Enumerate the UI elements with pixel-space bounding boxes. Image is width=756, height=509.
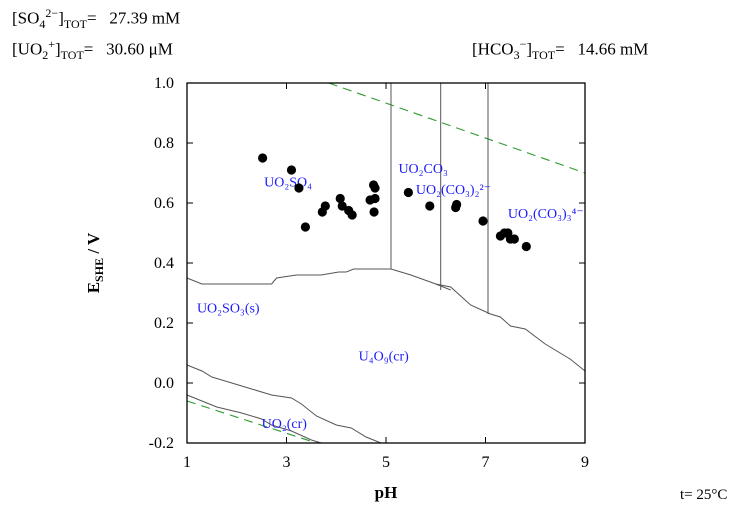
species-label: UO₂(cr) bbox=[262, 417, 308, 432]
species-label: UO₂CO₃ bbox=[398, 162, 448, 177]
y-tick-label: -0.2 bbox=[149, 435, 174, 452]
x-tick-label: 7 bbox=[482, 454, 490, 471]
data-point bbox=[286, 165, 297, 175]
boundary-line-0 bbox=[186, 268, 586, 372]
data-point bbox=[369, 207, 379, 217]
species-label: UO₂SO₄ bbox=[264, 176, 312, 191]
water-stability-lines bbox=[186, 82, 586, 444]
species-label: UO₂(CO₃)₂²⁻ bbox=[416, 183, 491, 198]
y-axis-label: ESHE / V bbox=[84, 232, 106, 293]
data-point bbox=[347, 210, 357, 220]
data-point bbox=[335, 193, 345, 204]
data-point bbox=[370, 193, 380, 204]
x-tick-label: 5 bbox=[382, 454, 390, 471]
boundary-line-6 bbox=[435, 283, 451, 291]
data-point bbox=[258, 153, 268, 163]
sulfate-total-value: 27.39 mM bbox=[109, 8, 181, 28]
data-point bbox=[370, 183, 380, 193]
x-tick-label: 9 bbox=[581, 454, 589, 471]
bicarbonate-total-readout: [HCO3−]TOT= 14.66 mM bbox=[472, 37, 649, 63]
plot-frame bbox=[186, 82, 586, 444]
y-tick-label: 0.6 bbox=[154, 195, 174, 212]
species-label: UO₂(CO₃)₃⁴⁻ bbox=[508, 207, 584, 222]
data-point bbox=[300, 222, 311, 232]
data-point bbox=[478, 216, 488, 226]
sulfate-total-readout: [SO42−]TOT= 27.39 mM bbox=[12, 6, 181, 32]
y-tick-label: 0.0 bbox=[154, 375, 174, 392]
predominance-boundaries bbox=[186, 83, 586, 444]
data-point bbox=[521, 241, 531, 252]
bicarbonate-total-value: 14.66 mM bbox=[577, 39, 649, 59]
x-axis-label: pH bbox=[375, 483, 398, 502]
y-tick-label: 0.2 bbox=[154, 315, 174, 332]
data-point bbox=[320, 201, 330, 211]
temperature-readout: t= 25°C bbox=[680, 487, 728, 503]
x-tick-label: 3 bbox=[283, 454, 291, 471]
boundary-line-1 bbox=[186, 364, 382, 444]
axis-ticks: 1 3 5 7 9 -0.2 0.0 0.2 0.4 0.6 0.8 1.0 bbox=[149, 75, 589, 471]
water-line-0 bbox=[328, 82, 586, 174]
data-points bbox=[258, 153, 531, 252]
data-point bbox=[403, 187, 413, 198]
y-tick-label: 0.4 bbox=[154, 255, 174, 272]
data-point bbox=[452, 199, 462, 210]
data-point bbox=[294, 183, 304, 193]
svg-text:ESHE / V: ESHE / V bbox=[84, 232, 106, 293]
species-label: U₄O₉(cr) bbox=[359, 350, 410, 365]
temperature-value: 25°C bbox=[696, 487, 728, 503]
y-tick-label: 1.0 bbox=[154, 75, 174, 92]
uranyl-total-value: 30.60 μM bbox=[106, 39, 173, 59]
boundary-line-2 bbox=[186, 394, 322, 444]
data-point bbox=[509, 234, 519, 244]
data-point bbox=[425, 201, 435, 211]
uranyl-total-readout: [UO2+]TOT= 30.60 μM bbox=[12, 37, 173, 63]
species-label: UO₂SO₃(s) bbox=[197, 302, 260, 317]
data-point bbox=[337, 201, 347, 211]
x-tick-label: 1 bbox=[183, 454, 191, 471]
water-line-1 bbox=[186, 400, 317, 444]
species-labels: UO₂SO₄ UO₂CO₃ UO₂(CO₃)₂²⁻ UO₂(CO₃)₃⁴⁻ UO₂SO₃… bbox=[197, 162, 584, 432]
y-tick-label: 0.8 bbox=[154, 135, 174, 152]
